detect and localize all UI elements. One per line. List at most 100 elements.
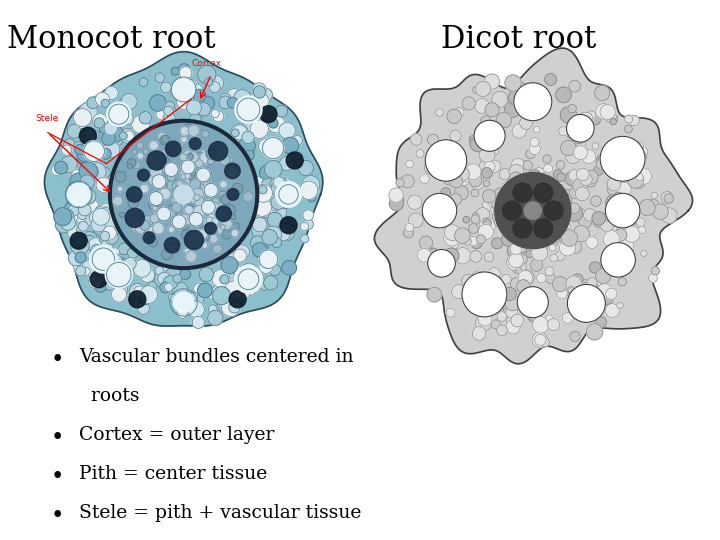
Circle shape: [229, 291, 246, 308]
Circle shape: [473, 274, 490, 291]
Circle shape: [552, 209, 559, 215]
Circle shape: [200, 227, 204, 232]
Circle shape: [470, 137, 485, 152]
Circle shape: [618, 278, 626, 286]
Circle shape: [302, 176, 320, 194]
Circle shape: [526, 149, 536, 159]
Circle shape: [88, 238, 104, 253]
Circle shape: [428, 156, 437, 165]
Circle shape: [555, 251, 565, 261]
Circle shape: [590, 115, 600, 125]
Circle shape: [132, 150, 137, 154]
Circle shape: [179, 68, 187, 76]
Circle shape: [635, 168, 652, 185]
Circle shape: [153, 222, 164, 234]
Circle shape: [201, 96, 215, 110]
Circle shape: [528, 172, 539, 184]
Circle shape: [538, 302, 545, 310]
Circle shape: [527, 180, 537, 191]
Circle shape: [518, 245, 527, 254]
Circle shape: [172, 202, 182, 212]
Circle shape: [596, 104, 612, 119]
Circle shape: [255, 193, 271, 209]
Circle shape: [176, 94, 192, 110]
Circle shape: [180, 154, 187, 161]
Circle shape: [568, 104, 576, 113]
Circle shape: [294, 152, 302, 160]
Circle shape: [202, 167, 212, 178]
Circle shape: [559, 233, 570, 244]
Circle shape: [462, 272, 507, 317]
Circle shape: [253, 86, 266, 98]
Circle shape: [567, 114, 594, 142]
Circle shape: [76, 266, 86, 276]
Circle shape: [184, 185, 189, 190]
Circle shape: [184, 124, 194, 134]
Circle shape: [571, 127, 587, 144]
Circle shape: [204, 222, 217, 234]
Circle shape: [532, 184, 539, 191]
Circle shape: [169, 180, 179, 190]
Circle shape: [113, 196, 123, 206]
Circle shape: [503, 187, 513, 198]
Circle shape: [212, 287, 230, 305]
Circle shape: [303, 210, 314, 221]
Circle shape: [145, 154, 154, 164]
Text: Cortex: Cortex: [192, 59, 221, 68]
Circle shape: [220, 149, 228, 157]
Circle shape: [100, 231, 109, 241]
Circle shape: [172, 215, 186, 229]
Circle shape: [401, 175, 414, 188]
Circle shape: [575, 287, 583, 295]
Circle shape: [190, 181, 198, 189]
Circle shape: [554, 198, 565, 209]
Circle shape: [165, 171, 171, 177]
Circle shape: [104, 133, 112, 142]
Circle shape: [586, 237, 598, 248]
Circle shape: [447, 163, 462, 178]
Circle shape: [556, 176, 564, 185]
Circle shape: [258, 278, 271, 290]
Circle shape: [242, 131, 254, 144]
Circle shape: [583, 208, 596, 221]
Circle shape: [107, 102, 131, 126]
Circle shape: [139, 112, 151, 124]
Circle shape: [569, 80, 580, 92]
Circle shape: [164, 238, 180, 253]
Circle shape: [222, 298, 240, 316]
Circle shape: [186, 189, 194, 197]
Circle shape: [544, 73, 557, 85]
Text: Stele = pith + vascular tissue: Stele = pith + vascular tissue: [79, 504, 361, 522]
Circle shape: [206, 217, 213, 224]
Circle shape: [110, 107, 119, 116]
Circle shape: [561, 190, 573, 201]
Circle shape: [546, 274, 555, 284]
Circle shape: [186, 172, 194, 179]
Circle shape: [595, 268, 611, 284]
Circle shape: [67, 124, 81, 138]
Circle shape: [161, 135, 169, 143]
Circle shape: [634, 145, 648, 159]
Circle shape: [501, 274, 511, 284]
Circle shape: [625, 115, 633, 123]
Circle shape: [560, 194, 572, 206]
Circle shape: [259, 249, 278, 269]
Circle shape: [89, 143, 105, 159]
Circle shape: [128, 198, 139, 208]
Circle shape: [231, 230, 238, 237]
Circle shape: [474, 120, 505, 151]
Circle shape: [83, 164, 99, 180]
Circle shape: [139, 285, 153, 300]
Circle shape: [77, 147, 92, 161]
Circle shape: [166, 208, 175, 218]
Circle shape: [422, 193, 456, 228]
Circle shape: [85, 129, 99, 143]
Circle shape: [224, 225, 230, 232]
Circle shape: [429, 153, 439, 164]
Circle shape: [545, 234, 559, 247]
Circle shape: [543, 155, 552, 163]
Circle shape: [579, 112, 593, 126]
Circle shape: [54, 208, 72, 226]
Circle shape: [397, 178, 406, 187]
Circle shape: [196, 174, 207, 185]
